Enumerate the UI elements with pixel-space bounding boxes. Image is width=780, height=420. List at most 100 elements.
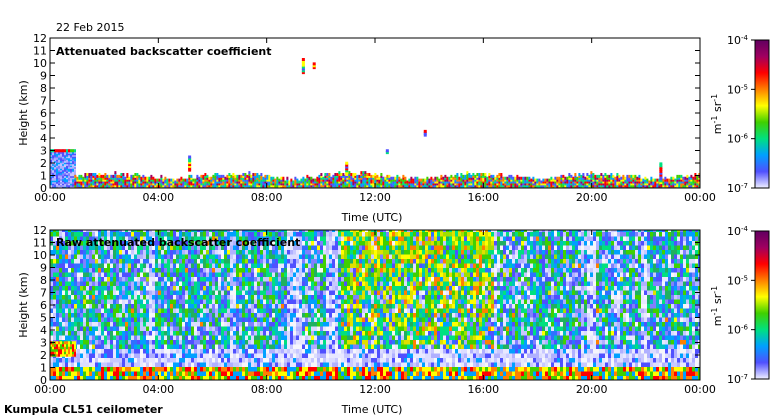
data-cell — [644, 180, 647, 184]
data-cell — [388, 178, 391, 182]
data-cell — [95, 230, 98, 232]
data-cell — [524, 182, 527, 186]
data-cell — [134, 230, 137, 232]
data-cell — [104, 330, 107, 336]
data-cell — [232, 176, 235, 180]
data-cell — [116, 285, 119, 291]
data-cell — [206, 281, 209, 286]
data-cell — [550, 176, 553, 180]
data-cell — [185, 258, 188, 264]
data-cell — [666, 184, 669, 188]
data-cell — [86, 180, 89, 184]
data-cell — [143, 245, 146, 250]
data-cell — [110, 294, 113, 300]
y-tick-label: 5 — [40, 120, 47, 133]
data-cell — [462, 178, 465, 182]
data-cell — [86, 348, 89, 354]
data-cell — [131, 366, 134, 372]
data-cell — [170, 366, 173, 372]
data-cell — [224, 326, 227, 331]
data-cell — [74, 178, 77, 182]
data-cell — [206, 375, 209, 380]
data-cell — [197, 344, 200, 349]
data-cell — [432, 178, 435, 182]
data-cell — [230, 326, 233, 331]
data-cell — [646, 178, 649, 182]
data-cell — [107, 344, 110, 349]
data-cell — [374, 176, 377, 180]
data-cell — [89, 281, 92, 286]
data-cell — [110, 254, 113, 259]
data-cell — [143, 371, 146, 376]
data-cell — [122, 249, 125, 255]
data-cell — [92, 353, 95, 358]
data-cell — [654, 178, 657, 182]
data-cell — [194, 245, 197, 250]
data-cell — [251, 258, 254, 264]
data-cell — [107, 375, 110, 380]
data-cell — [116, 272, 119, 277]
data-cell — [68, 371, 71, 376]
data-cell — [161, 362, 164, 367]
data-cell — [86, 240, 89, 246]
data-cell — [239, 276, 242, 282]
data-cell — [149, 366, 152, 372]
data-cell — [95, 294, 98, 300]
data-cell — [83, 299, 86, 304]
data-cell — [422, 182, 425, 186]
data-cell — [248, 236, 251, 241]
data-cell — [352, 180, 355, 184]
data-cell — [345, 167, 349, 171]
data-cell — [390, 184, 393, 188]
data-cell — [140, 312, 143, 318]
data-cell — [656, 178, 659, 182]
data-cell — [65, 272, 68, 277]
data-cell — [644, 184, 647, 188]
data-cell — [230, 178, 233, 182]
data-cell — [104, 285, 107, 291]
data-cell — [278, 178, 281, 182]
data-cell — [474, 176, 477, 180]
data-cell — [263, 321, 266, 327]
data-cell — [95, 231, 98, 237]
data-cell — [149, 258, 152, 264]
data-cell — [221, 230, 224, 232]
data-cell — [71, 285, 74, 291]
data-cell — [301, 67, 305, 71]
data-cell — [258, 180, 261, 184]
data-cell — [113, 357, 116, 363]
data-cell — [116, 303, 119, 309]
data-cell — [698, 180, 700, 184]
data-cell — [245, 330, 248, 336]
data-cell — [107, 290, 110, 295]
data-cell — [112, 180, 115, 184]
data-cell — [152, 348, 155, 354]
data-cell — [233, 263, 236, 268]
data-cell — [62, 299, 65, 304]
data-cell — [260, 339, 263, 345]
data-cell — [332, 178, 335, 182]
data-cell — [104, 184, 107, 188]
data-cell — [634, 178, 637, 182]
data-cell — [254, 375, 257, 380]
data-cell — [308, 182, 311, 186]
data-cell — [65, 326, 68, 331]
data-cell — [132, 182, 135, 186]
data-cell — [398, 184, 401, 188]
data-cell — [382, 184, 385, 188]
data-cell — [254, 330, 257, 336]
data-cell — [107, 339, 110, 345]
data-cell — [257, 317, 260, 322]
data-cell — [203, 249, 206, 255]
data-cell — [194, 249, 197, 255]
data-cell — [188, 267, 191, 273]
data-cell — [167, 335, 170, 340]
data-cell — [508, 182, 511, 186]
data-cell — [242, 230, 245, 232]
data-cell — [230, 281, 233, 286]
data-cell — [83, 231, 86, 237]
data-cell — [191, 330, 194, 336]
data-cell — [122, 303, 125, 309]
data-cell — [176, 272, 179, 277]
data-cell — [234, 176, 237, 180]
